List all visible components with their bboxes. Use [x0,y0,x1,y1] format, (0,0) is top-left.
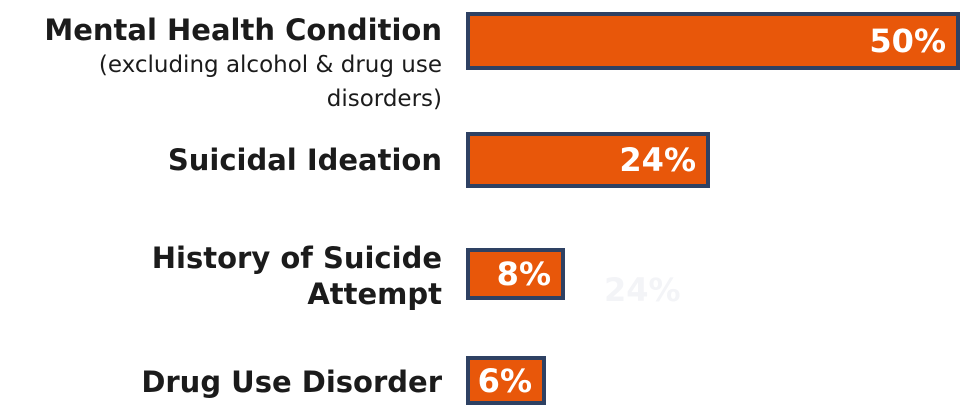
category-sublabel-text: (excluding alcohol & drug use disorders) [98,52,442,112]
category-label-text: Drug Use Disorder [141,365,442,399]
bar-value-label: 8% [496,255,551,293]
bar-value-label: 50% [869,22,946,60]
bar-value-label: 6% [477,361,532,400]
category-label-text: Mental Health Condition [44,13,442,47]
category-label-suicide-attempt: History of Suicide Attempt [122,240,442,312]
category-label-mental-health: Mental Health Condition (excluding alcoh… [42,12,442,116]
category-label-suicidal-ideation: Suicidal Ideation [168,142,442,178]
category-label-drug-use: Drug Use Disorder [141,364,442,400]
bar-mark: 50% [466,12,960,70]
ghost-value-label: 24% [604,271,681,309]
bar-mark: 8% [466,248,565,300]
category-label-text: History of Suicide Attempt [151,241,442,311]
category-label-text: Suicidal Ideation [167,143,442,177]
bar-mark: 6% [466,356,546,405]
bar-mark: 24% [466,132,710,188]
bar-value-label: 24% [619,141,696,179]
